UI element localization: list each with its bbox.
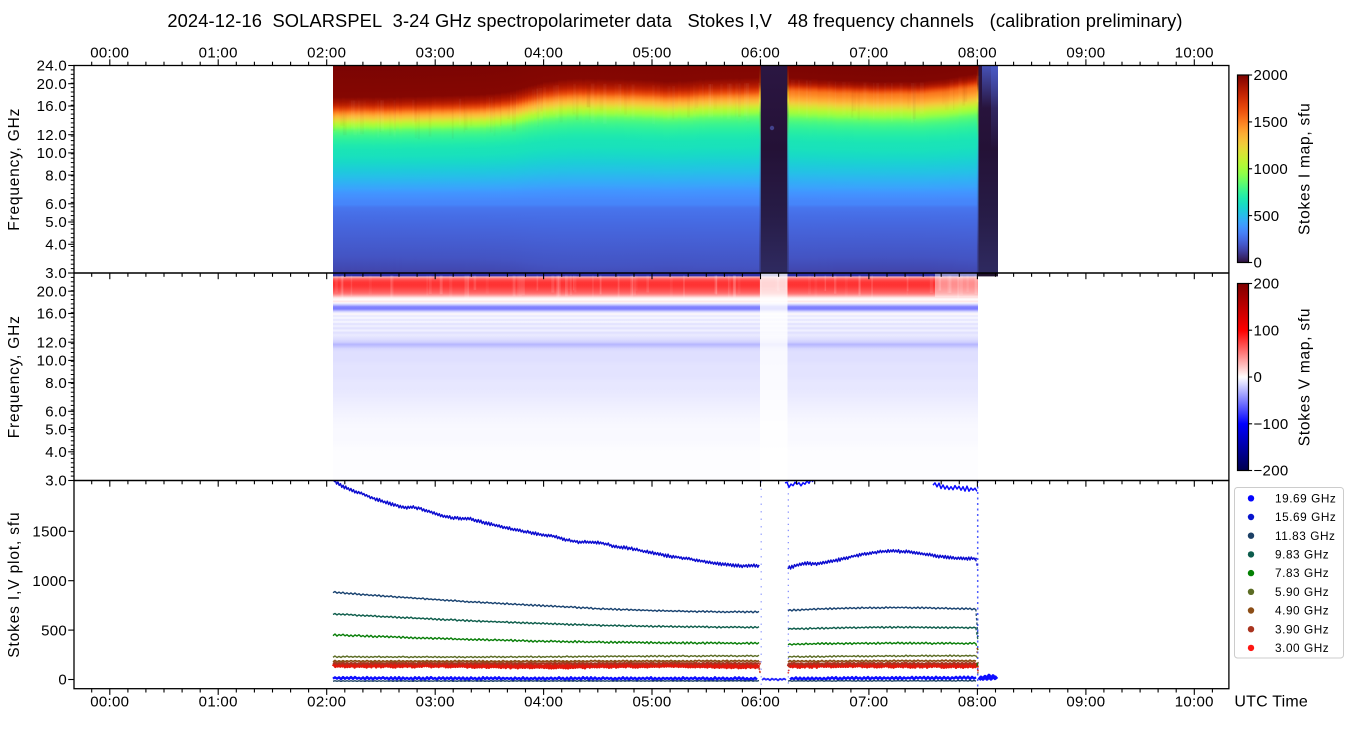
- svg-text:09:00: 09:00: [1066, 694, 1105, 711]
- svg-text:500: 500: [1254, 208, 1280, 225]
- svg-text:01:00: 01:00: [199, 694, 238, 711]
- svg-text:20.0: 20.0: [37, 76, 67, 93]
- svg-text:02:00: 02:00: [307, 694, 346, 711]
- svg-text:4.0: 4.0: [45, 444, 67, 461]
- svg-text:1500: 1500: [32, 524, 67, 541]
- svg-text:5.0: 5.0: [45, 422, 67, 439]
- svg-text:19.69 GHz: 19.69 GHz: [1275, 491, 1336, 505]
- svg-text:0: 0: [1254, 369, 1263, 386]
- svg-text:−100: −100: [1254, 416, 1289, 433]
- svg-text:100: 100: [1254, 322, 1280, 339]
- svg-text:00:00: 00:00: [90, 44, 129, 61]
- svg-text:10.0: 10.0: [37, 145, 67, 162]
- svg-text:10:00: 10:00: [1175, 694, 1214, 711]
- svg-text:1000: 1000: [32, 573, 67, 590]
- svg-text:02:00: 02:00: [307, 44, 346, 61]
- svg-text:Frequency, GHz: Frequency, GHz: [6, 315, 23, 438]
- svg-text:16.0: 16.0: [37, 306, 67, 323]
- svg-text:3.0: 3.0: [45, 473, 67, 490]
- svg-text:1500: 1500: [1254, 114, 1289, 131]
- svg-text:15.69 GHz: 15.69 GHz: [1275, 510, 1336, 524]
- svg-text:12.0: 12.0: [37, 334, 67, 351]
- svg-text:16.0: 16.0: [37, 98, 67, 115]
- svg-text:−200: −200: [1254, 463, 1289, 480]
- svg-text:Stokes I,V plot, sfu: Stokes I,V plot, sfu: [6, 511, 23, 657]
- svg-text:8.0: 8.0: [45, 375, 67, 392]
- svg-text:Stokes I map, sfu: Stokes I map, sfu: [1297, 103, 1314, 236]
- svg-text:06:00: 06:00: [741, 44, 780, 61]
- svg-text:08:00: 08:00: [958, 694, 997, 711]
- svg-text:6.0: 6.0: [45, 404, 67, 421]
- svg-text:01:00: 01:00: [199, 44, 238, 61]
- svg-text:00:00: 00:00: [90, 694, 129, 711]
- svg-text:20.0: 20.0: [37, 283, 67, 300]
- svg-text:Stokes V map, sfu: Stokes V map, sfu: [1297, 308, 1314, 447]
- svg-text:05:00: 05:00: [632, 694, 671, 711]
- svg-text:05:00: 05:00: [632, 44, 671, 61]
- svg-text:10:00: 10:00: [1175, 44, 1214, 61]
- svg-text:500: 500: [41, 622, 67, 639]
- svg-text:0: 0: [1254, 255, 1263, 272]
- svg-text:0: 0: [58, 672, 67, 689]
- svg-text:04:00: 04:00: [524, 694, 563, 711]
- svg-text:08:00: 08:00: [958, 44, 997, 61]
- svg-text:8.0: 8.0: [45, 167, 67, 184]
- svg-text:12.0: 12.0: [37, 127, 67, 144]
- svg-text:7.83 GHz: 7.83 GHz: [1275, 566, 1329, 580]
- svg-text:Frequency, GHz: Frequency, GHz: [6, 108, 23, 231]
- svg-text:07:00: 07:00: [849, 694, 888, 711]
- svg-text:3.90 GHz: 3.90 GHz: [1275, 622, 1329, 636]
- svg-text:07:00: 07:00: [849, 44, 888, 61]
- svg-text:03:00: 03:00: [416, 694, 455, 711]
- svg-text:03:00: 03:00: [416, 44, 455, 61]
- svg-text:4.0: 4.0: [45, 237, 67, 254]
- svg-text:2024-12-16 SOLARSPEL 3-24 GH: 2024-12-16 SOLARSPEL 3-24 GHz spectropol…: [167, 10, 1182, 31]
- svg-text:5.0: 5.0: [45, 214, 67, 231]
- svg-text:2000: 2000: [1254, 67, 1289, 84]
- svg-text:5.90 GHz: 5.90 GHz: [1275, 585, 1329, 599]
- svg-text:09:00: 09:00: [1066, 44, 1105, 61]
- svg-text:4.90 GHz: 4.90 GHz: [1275, 604, 1329, 618]
- svg-text:24.0: 24.0: [37, 58, 67, 75]
- svg-text:06:00: 06:00: [741, 694, 780, 711]
- svg-text:UTC Time: UTC Time: [1234, 694, 1308, 711]
- svg-text:10.0: 10.0: [37, 353, 67, 370]
- svg-text:6.0: 6.0: [45, 196, 67, 213]
- svg-text:200: 200: [1254, 276, 1280, 293]
- svg-text:04:00: 04:00: [524, 44, 563, 61]
- svg-text:1000: 1000: [1254, 161, 1289, 178]
- svg-text:11.83 GHz: 11.83 GHz: [1275, 529, 1335, 543]
- svg-text:9.83 GHz: 9.83 GHz: [1275, 548, 1329, 562]
- svg-text:3.0: 3.0: [45, 265, 67, 282]
- svg-text:3.00 GHz: 3.00 GHz: [1275, 641, 1329, 655]
